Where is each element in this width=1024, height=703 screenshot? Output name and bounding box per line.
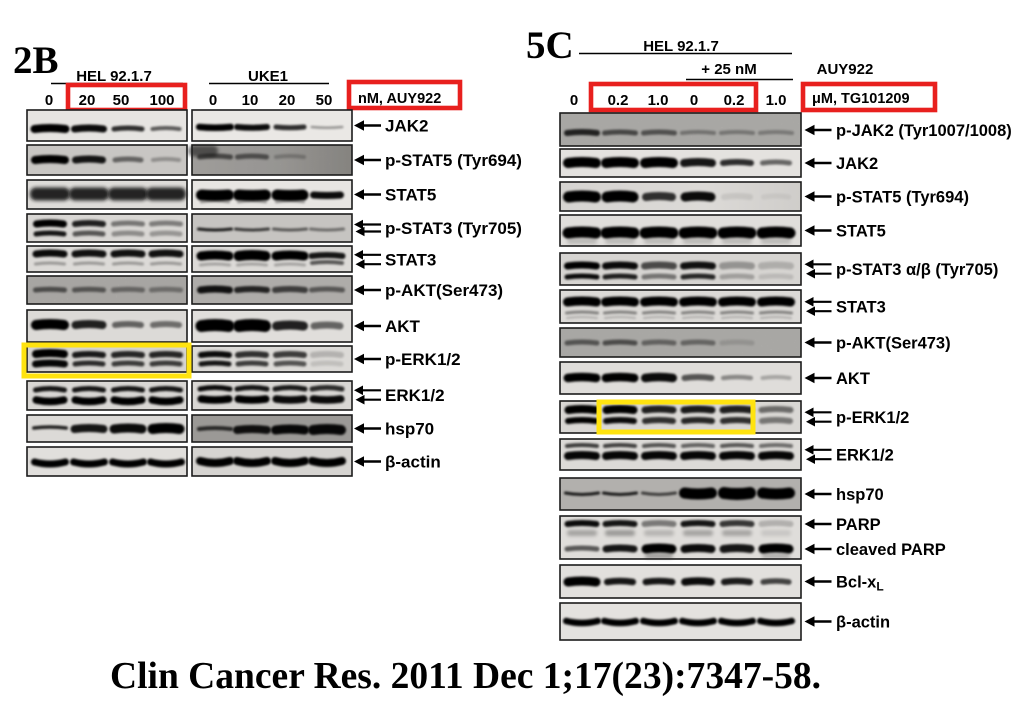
svg-text:nM, AUY922: nM, AUY922 xyxy=(358,91,441,107)
svg-text:AUY922: AUY922 xyxy=(817,61,874,78)
svg-text:β-actin: β-actin xyxy=(385,453,441,472)
svg-text:ERK1/2: ERK1/2 xyxy=(836,447,894,465)
svg-text:β-actin: β-actin xyxy=(836,614,890,632)
svg-text:1.0: 1.0 xyxy=(766,92,787,109)
svg-text:2B: 2B xyxy=(13,39,59,82)
svg-text:Clin Cancer Res. 2011 Dec 1;17: Clin Cancer Res. 2011 Dec 1;17(23):7347-… xyxy=(110,655,821,697)
svg-text:10: 10 xyxy=(242,92,259,109)
svg-text:p-ERK1/2: p-ERK1/2 xyxy=(836,409,909,427)
svg-text:p-JAK2 (Tyr1007/1008): p-JAK2 (Tyr1007/1008) xyxy=(836,122,1012,140)
svg-text:AKT: AKT xyxy=(836,370,870,388)
svg-text:50: 50 xyxy=(316,92,333,109)
svg-text:1.0: 1.0 xyxy=(648,92,669,109)
svg-text:p-AKT(Ser473): p-AKT(Ser473) xyxy=(836,335,951,353)
svg-text:STAT5: STAT5 xyxy=(385,186,436,205)
svg-text:AKT: AKT xyxy=(385,317,421,336)
svg-text:20: 20 xyxy=(79,92,96,109)
svg-text:JAK2: JAK2 xyxy=(385,117,428,136)
svg-text:0.2: 0.2 xyxy=(724,92,745,109)
svg-text:STAT5: STAT5 xyxy=(836,223,886,241)
svg-text:0.2: 0.2 xyxy=(608,92,629,109)
svg-text:p-ERK1/2: p-ERK1/2 xyxy=(385,350,461,369)
svg-text:Bcl-xL: Bcl-xL xyxy=(836,574,884,594)
svg-text:ERK1/2: ERK1/2 xyxy=(385,386,445,405)
svg-text:p-STAT3 α/β (Tyr705): p-STAT3 α/β (Tyr705) xyxy=(836,261,998,279)
svg-text:STAT3: STAT3 xyxy=(836,299,886,317)
svg-text:p-STAT5 (Tyr694): p-STAT5 (Tyr694) xyxy=(385,151,522,170)
svg-text:JAK2: JAK2 xyxy=(836,155,878,173)
svg-text:0: 0 xyxy=(690,92,698,109)
svg-text:UKE1: UKE1 xyxy=(248,68,288,85)
svg-text:0: 0 xyxy=(45,92,53,109)
svg-text:20: 20 xyxy=(279,92,296,109)
svg-text:0: 0 xyxy=(209,92,217,109)
svg-text:hsp70: hsp70 xyxy=(385,420,434,439)
svg-text:PARP: PARP xyxy=(836,516,881,534)
svg-text:0: 0 xyxy=(570,92,578,109)
svg-text:hsp70: hsp70 xyxy=(836,486,884,504)
svg-text:μM, TG101209: μM, TG101209 xyxy=(812,91,910,107)
svg-text:STAT3: STAT3 xyxy=(385,251,436,270)
svg-text:HEL 92.1.7: HEL 92.1.7 xyxy=(643,38,719,55)
svg-text:cleaved PARP: cleaved PARP xyxy=(836,541,946,559)
svg-text:5C: 5C xyxy=(526,24,574,67)
svg-text:100: 100 xyxy=(149,92,174,109)
svg-text:+ 25 nM: + 25 nM xyxy=(701,61,756,78)
svg-text:50: 50 xyxy=(113,92,130,109)
svg-text:p-AKT(Ser473): p-AKT(Ser473) xyxy=(385,281,503,300)
svg-text:HEL 92.1.7: HEL 92.1.7 xyxy=(76,68,152,85)
svg-text:p-STAT3 (Tyr705): p-STAT3 (Tyr705) xyxy=(385,219,522,238)
svg-text:p-STAT5 (Tyr694): p-STAT5 (Tyr694) xyxy=(836,189,969,207)
